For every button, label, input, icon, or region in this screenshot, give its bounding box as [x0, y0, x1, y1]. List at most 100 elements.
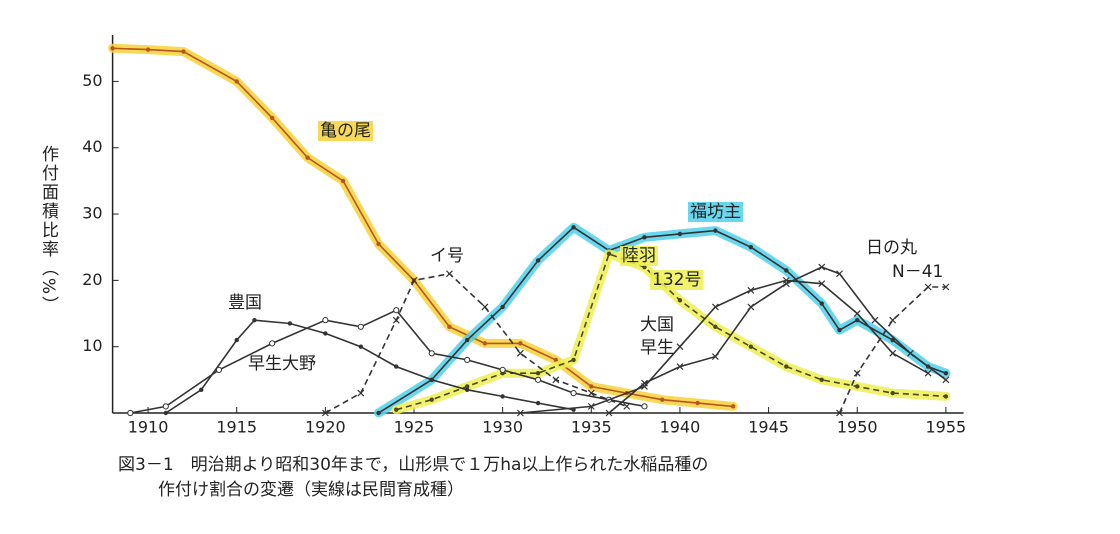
series-line [130, 309, 645, 414]
point-marker [871, 316, 879, 324]
point-marker [837, 327, 842, 333]
point-marker [322, 317, 329, 324]
point-marker [747, 286, 755, 294]
point-marker [748, 245, 754, 250]
series-label: 豊国 [228, 293, 262, 313]
point-marker [428, 350, 435, 357]
point-marker [162, 403, 169, 410]
label-highlight [688, 202, 743, 222]
point-marker [500, 304, 505, 310]
point-marker [605, 409, 613, 417]
point-marker [305, 155, 310, 160]
point-marker [269, 340, 276, 347]
point-marker [321, 409, 329, 417]
point-marker [394, 407, 399, 412]
point-marker [890, 390, 895, 396]
point-marker [906, 349, 914, 357]
x-tick-label: 1950 [837, 418, 878, 437]
x-tick-label: 1935 [571, 418, 612, 437]
point-marker [713, 324, 718, 329]
point-marker [818, 280, 826, 288]
point-marker [677, 298, 683, 303]
point-marker [587, 389, 595, 397]
point-marker [482, 341, 488, 346]
point-marker [889, 316, 897, 324]
series-line [396, 252, 946, 411]
point-marker [660, 397, 665, 402]
point-marker [606, 251, 612, 257]
point-marker [464, 337, 470, 343]
point-marker [516, 409, 524, 417]
series-label: イ号 [430, 246, 464, 266]
series-label: 福坊主 [690, 202, 741, 222]
point-marker [853, 310, 861, 317]
point-marker [642, 264, 647, 270]
point-marker [942, 283, 950, 291]
point-marker [535, 258, 541, 263]
point-marker [943, 394, 949, 399]
point-marker [376, 241, 381, 247]
point-marker [587, 402, 595, 410]
x-tick-label: 1955 [926, 418, 967, 437]
point-marker [181, 49, 186, 54]
x-tick-label: 1930 [482, 418, 523, 437]
point-marker [145, 47, 151, 52]
point-marker [623, 402, 631, 410]
point-marker [836, 270, 843, 278]
point-marker [855, 384, 860, 389]
point-marker [642, 235, 647, 240]
point-marker [215, 366, 223, 373]
caption: 図3－1 明治期より昭和30年まで，山形県で１万ha以上作られた水稲品種の [118, 455, 708, 475]
point-marker [552, 376, 560, 384]
point-marker [199, 387, 204, 392]
point-marker [110, 46, 115, 51]
series-label: 132号 [652, 270, 701, 290]
point-marker [890, 337, 895, 343]
x-tick-label: 1945 [748, 418, 789, 437]
label-highlight [650, 270, 704, 290]
series-label: 日の丸 [866, 238, 917, 258]
point-marker [393, 307, 400, 314]
point-marker [818, 263, 826, 271]
point-marker [819, 301, 824, 306]
point-marker [713, 228, 718, 233]
x-tick-label: 1915 [216, 418, 257, 437]
point-marker [464, 356, 471, 364]
point-marker [357, 389, 365, 397]
point-marker [358, 344, 364, 349]
point-marker [499, 366, 506, 373]
point-marker [589, 384, 594, 389]
point-marker [163, 410, 168, 416]
point-marker [234, 337, 239, 343]
y-tick-label: 40 [82, 137, 102, 156]
point-marker [924, 369, 932, 377]
series-label: 早生 [640, 338, 674, 358]
point-marker [464, 387, 470, 392]
point-marker [535, 376, 542, 383]
point-marker [500, 394, 505, 399]
point-marker [429, 397, 434, 402]
series-line [378, 226, 947, 414]
point-marker [924, 283, 932, 291]
point-marker [518, 341, 523, 346]
series-label: 早生大野 [248, 354, 316, 374]
point-marker [323, 331, 328, 336]
caption: 作付け割合の変遷（実線は民間育成種） [158, 480, 464, 500]
point-marker [641, 403, 648, 410]
x-tick-label: 1925 [394, 418, 435, 437]
point-marker [357, 323, 364, 330]
point-marker [784, 364, 789, 369]
label-highlight [620, 246, 658, 266]
point-marker [394, 364, 399, 369]
point-marker [464, 384, 470, 389]
series-label: 大国 [640, 315, 674, 335]
point-marker [269, 115, 275, 121]
point-marker [127, 409, 134, 417]
y-tick-label: 30 [82, 204, 102, 223]
point-marker [340, 178, 346, 184]
point-marker [535, 371, 541, 376]
y-tick-label: 50 [82, 71, 102, 90]
point-marker [782, 280, 790, 288]
point-marker [410, 276, 418, 284]
point-marker [570, 390, 577, 397]
